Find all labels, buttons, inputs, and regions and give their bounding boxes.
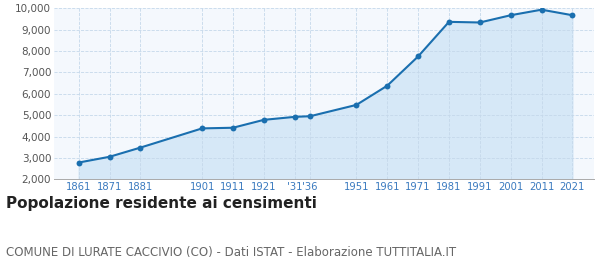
Point <box>382 83 392 88</box>
Point <box>228 125 238 130</box>
Point <box>305 114 315 118</box>
Point <box>259 118 269 122</box>
Point <box>136 145 145 150</box>
Text: Popolazione residente ai censimenti: Popolazione residente ai censimenti <box>6 196 317 211</box>
Point <box>568 13 577 17</box>
Text: COMUNE DI LURATE CACCIVIO (CO) - Dati ISTAT - Elaborazione TUTTITALIA.IT: COMUNE DI LURATE CACCIVIO (CO) - Dati IS… <box>6 246 456 259</box>
Point <box>74 160 83 165</box>
Point <box>413 54 423 59</box>
Point <box>290 115 299 119</box>
Point <box>352 103 361 107</box>
Point <box>475 20 485 25</box>
Point <box>506 13 515 17</box>
Point <box>537 8 547 12</box>
Point <box>197 126 207 131</box>
Point <box>444 20 454 24</box>
Point <box>105 155 115 159</box>
